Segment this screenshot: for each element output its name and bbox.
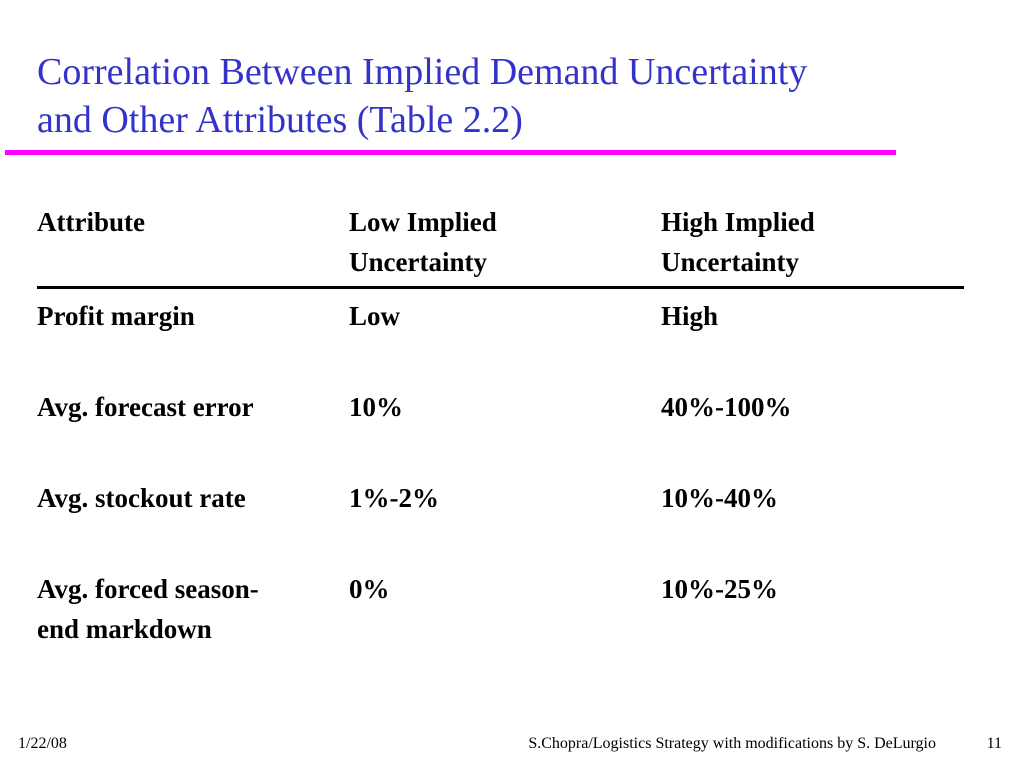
table-cell-high: 10%-25% — [661, 574, 778, 604]
table-cell-high: High — [661, 301, 719, 331]
column-header-high-implied-uncertainty: High Implied Uncertainty — [661, 207, 815, 277]
footer-credit: S.Chopra/Logistics Strategy with modific… — [528, 735, 936, 752]
table-row-attribute: Avg. forced season- end markdown — [37, 574, 259, 644]
table-cell-high: 40%-100% — [661, 392, 792, 422]
table-row-attribute: Avg. stockout rate — [37, 483, 246, 513]
table-row-attribute: Avg. forecast error — [37, 392, 254, 422]
attributes-table: Attribute Low Implied Uncertainty High I… — [37, 0, 964, 768]
table-cell-low: 0% — [349, 574, 390, 604]
table-header-rule — [37, 286, 964, 289]
slide-title-line-2: and Other Attributes (Table 2.2) — [37, 99, 523, 141]
table-cell-low: Low — [349, 301, 401, 331]
table-cell-low: 1%-2% — [349, 483, 439, 513]
table-row-attribute: Profit margin — [37, 301, 195, 331]
table-cell-high: 10%-40% — [661, 483, 778, 513]
footer-page-number: 11 — [986, 735, 1002, 752]
title-underline-rule — [5, 150, 896, 155]
column-header-attribute: Attribute — [37, 207, 145, 237]
column-header-low-implied-uncertainty: Low Implied Uncertainty — [349, 207, 497, 277]
table-cell-low: 10% — [349, 392, 403, 422]
slide-title: Correlation Between Implied Demand Uncer… — [37, 48, 997, 144]
slide-title-line-1: Correlation Between Implied Demand Uncer… — [37, 51, 808, 93]
footer-date: 1/22/08 — [18, 735, 67, 752]
